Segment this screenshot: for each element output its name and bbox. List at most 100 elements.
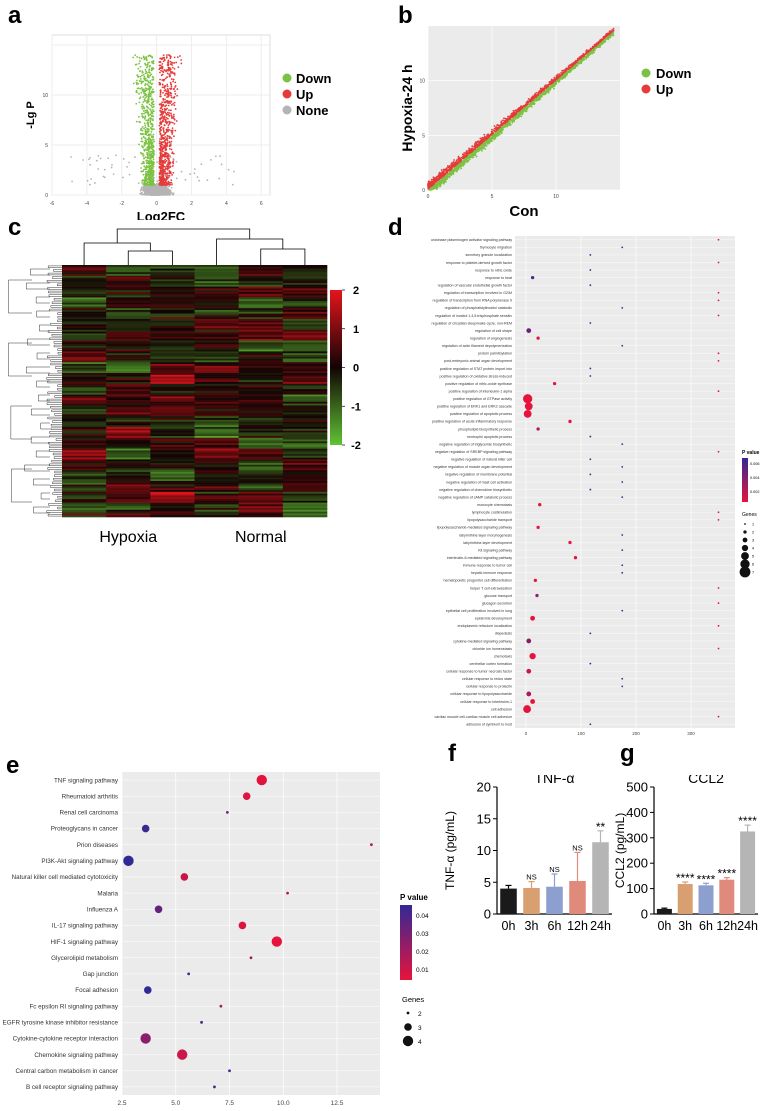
point-up bbox=[479, 137, 482, 140]
point-up bbox=[163, 115, 166, 118]
point-down bbox=[142, 168, 145, 171]
point-none bbox=[148, 193, 151, 196]
point-down bbox=[139, 80, 141, 83]
point-down bbox=[146, 131, 149, 134]
point-up bbox=[164, 136, 167, 138]
point-up bbox=[169, 57, 172, 60]
point-down bbox=[551, 86, 554, 89]
point-none bbox=[140, 193, 143, 196]
point-none bbox=[219, 155, 221, 158]
point-up bbox=[446, 171, 449, 174]
point-up bbox=[167, 90, 170, 93]
point-none bbox=[103, 176, 106, 179]
point-down bbox=[143, 122, 146, 125]
point-up bbox=[459, 157, 462, 160]
point-down bbox=[142, 56, 145, 59]
point-up bbox=[161, 135, 163, 137]
point-down bbox=[152, 160, 155, 163]
point-none bbox=[71, 180, 73, 183]
point-none bbox=[140, 187, 143, 190]
point-down bbox=[149, 74, 152, 77]
point-up bbox=[170, 179, 173, 182]
point-up bbox=[159, 170, 162, 173]
point-down bbox=[144, 84, 147, 87]
point-down bbox=[142, 157, 145, 160]
point-up bbox=[176, 56, 179, 59]
point-down bbox=[134, 63, 137, 66]
point-down bbox=[134, 54, 137, 57]
point-up bbox=[161, 165, 164, 168]
point-up bbox=[162, 172, 165, 175]
point-up bbox=[476, 140, 479, 143]
point-up bbox=[171, 151, 174, 154]
point-up bbox=[160, 146, 163, 149]
point-up bbox=[175, 120, 178, 122]
point-none bbox=[171, 182, 174, 185]
point-up bbox=[173, 72, 176, 75]
point-down bbox=[149, 181, 152, 184]
point-up bbox=[159, 129, 162, 132]
point-up bbox=[166, 72, 169, 75]
point-up bbox=[164, 151, 167, 154]
point-down bbox=[151, 119, 154, 122]
point-down bbox=[513, 120, 516, 123]
point-down bbox=[499, 128, 502, 131]
point-down bbox=[150, 104, 152, 107]
point-down bbox=[147, 138, 150, 141]
point-down bbox=[142, 96, 145, 98]
point-down bbox=[148, 100, 150, 103]
point-up bbox=[165, 175, 168, 177]
point-none bbox=[200, 163, 203, 166]
point-down bbox=[149, 165, 152, 167]
point-down bbox=[143, 144, 146, 147]
point-none bbox=[180, 170, 183, 173]
point-up bbox=[166, 163, 169, 166]
point-down bbox=[147, 144, 150, 146]
point-up bbox=[177, 66, 180, 69]
point-up bbox=[171, 174, 173, 176]
point-up bbox=[173, 68, 176, 70]
point-up bbox=[158, 61, 161, 64]
x-tick-label: 0 bbox=[155, 201, 158, 207]
point-down bbox=[145, 95, 148, 98]
point-none bbox=[103, 168, 106, 171]
point-none bbox=[144, 191, 146, 193]
point-up bbox=[158, 156, 161, 159]
point-down bbox=[148, 178, 151, 181]
point-up bbox=[167, 180, 170, 183]
point-up bbox=[513, 112, 516, 115]
point-up bbox=[165, 114, 168, 116]
point-down bbox=[142, 173, 145, 176]
point-up bbox=[170, 85, 173, 88]
point-down bbox=[146, 65, 149, 67]
point-none bbox=[158, 187, 160, 190]
point-none bbox=[189, 173, 191, 175]
point-up bbox=[593, 45, 596, 48]
point-up bbox=[161, 63, 164, 65]
point-none bbox=[145, 185, 148, 188]
point-down bbox=[152, 149, 155, 152]
point-none bbox=[184, 178, 187, 181]
point-down bbox=[143, 92, 146, 95]
point-up bbox=[514, 109, 517, 112]
point-down bbox=[142, 170, 144, 173]
point-none bbox=[156, 185, 159, 188]
point-up bbox=[165, 181, 168, 184]
point-down bbox=[149, 121, 152, 124]
point-down bbox=[140, 78, 142, 80]
point-down bbox=[150, 69, 153, 72]
point-none bbox=[155, 190, 158, 192]
point-none bbox=[88, 183, 91, 186]
point-down bbox=[547, 88, 550, 91]
point-up bbox=[166, 111, 169, 114]
point-down bbox=[144, 77, 147, 80]
point-up bbox=[483, 133, 486, 136]
point-down bbox=[144, 156, 147, 159]
point-down bbox=[452, 173, 455, 175]
point-down bbox=[142, 116, 144, 119]
point-none bbox=[151, 176, 154, 179]
point-down bbox=[147, 173, 150, 176]
point-up bbox=[164, 94, 166, 97]
point-none bbox=[156, 192, 159, 195]
point-down bbox=[138, 143, 140, 146]
